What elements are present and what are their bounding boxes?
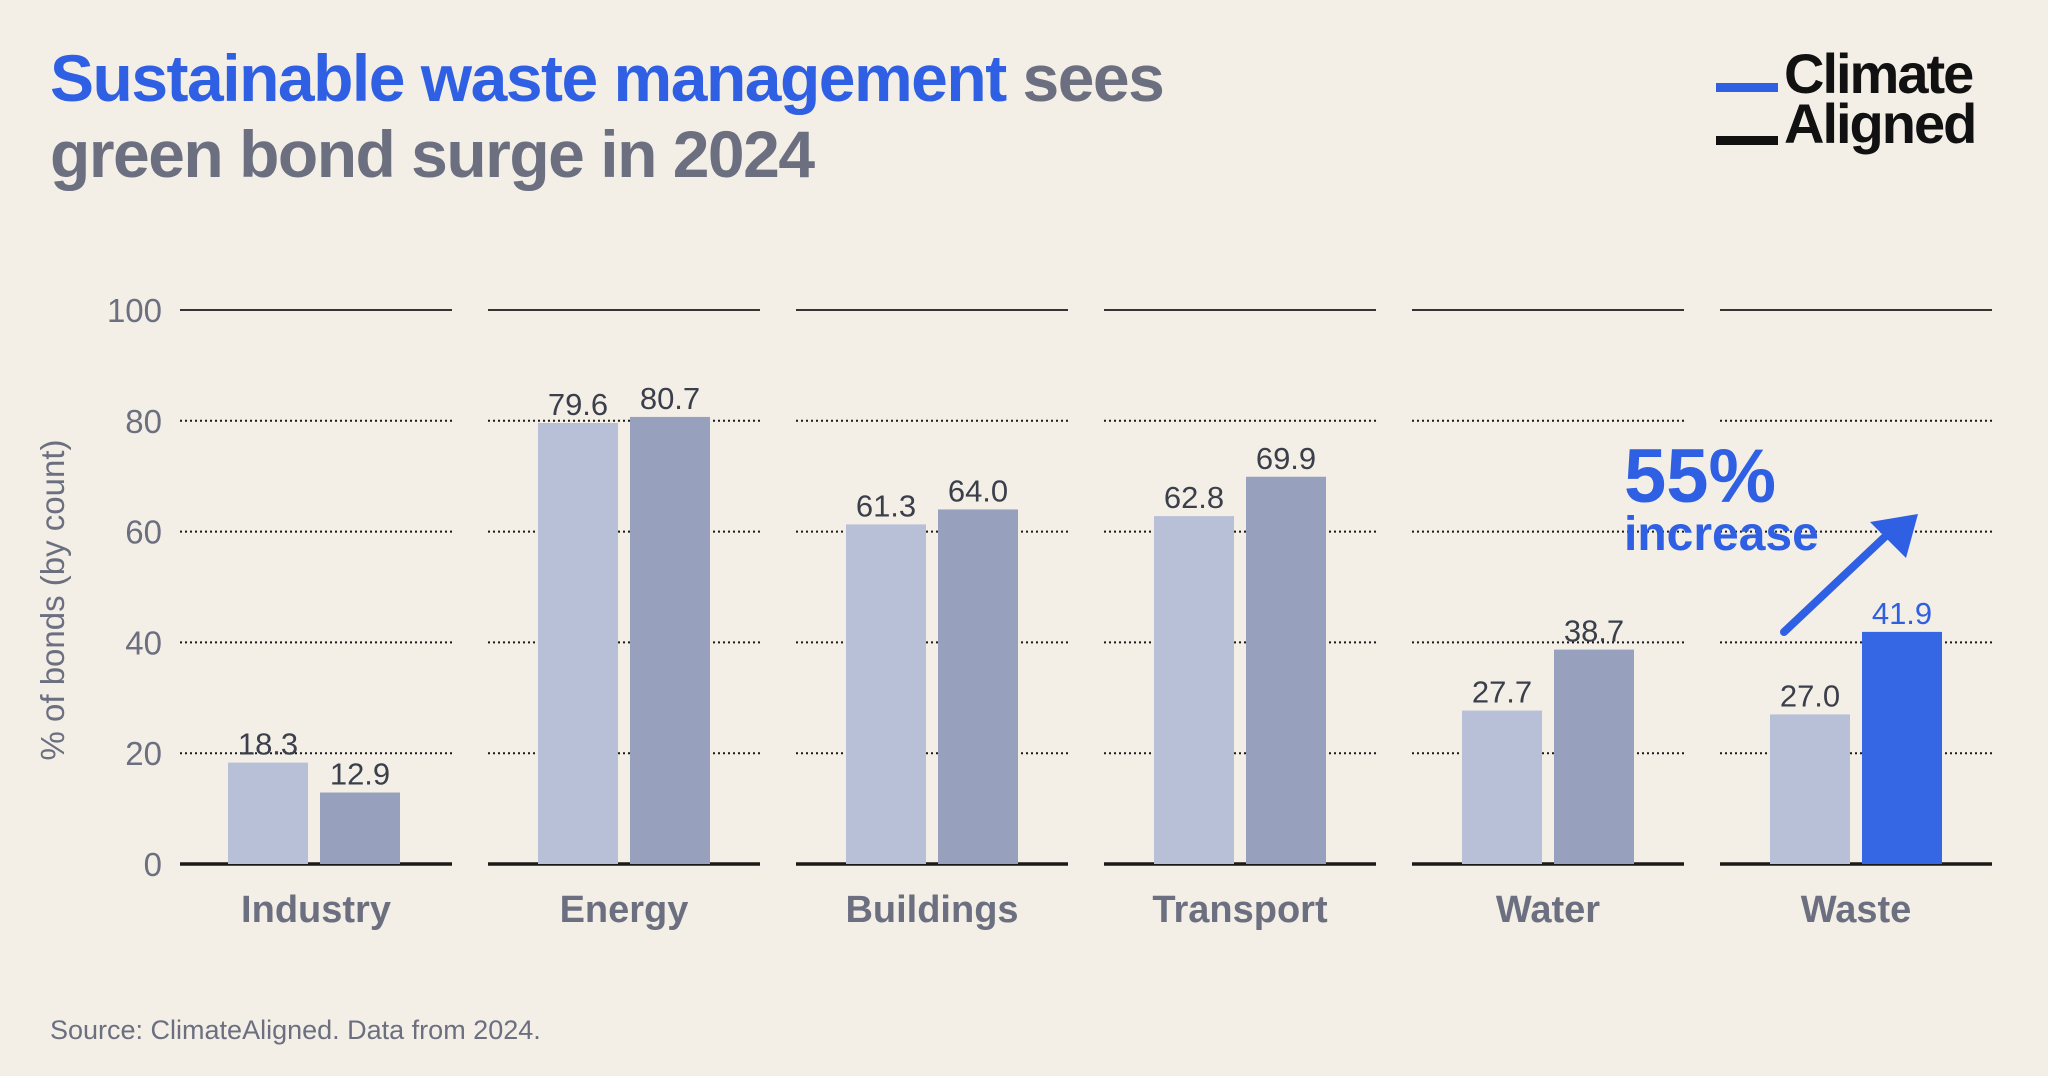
annotation: 55% increase [1624, 434, 1918, 636]
value-label: 62.8 [1164, 480, 1224, 515]
y-tick-label: 20 [125, 735, 162, 772]
bars [228, 416, 1942, 864]
value-label: 27.7 [1472, 675, 1532, 710]
category-label-water: Water [1496, 889, 1600, 931]
value-label: 18.3 [238, 727, 298, 762]
value-label: 12.9 [330, 757, 390, 792]
y-tick-label: 60 [125, 514, 162, 551]
bar-buildings-1 [938, 509, 1018, 864]
arrow-head-icon [1870, 514, 1918, 558]
y-axis-label: % of bonds (by count) [34, 439, 71, 760]
category-label-buildings: Buildings [845, 889, 1018, 931]
value-label: 80.7 [640, 381, 700, 416]
value-label: 69.9 [1256, 441, 1316, 476]
logo-blue-dash-icon [1716, 83, 1778, 92]
y-tick-label: 0 [144, 846, 162, 883]
logo-line2: Aligned [1784, 92, 1977, 155]
value-label: 79.6 [548, 387, 608, 422]
value-label: 41.9 [1872, 596, 1932, 631]
bar-energy-0 [538, 423, 618, 864]
logo-black-dash-icon [1716, 136, 1778, 145]
annotation-text: increase [1624, 508, 1819, 561]
labels: 0 20 40 60 80 100 18.3 12.9 Industry 79.6 80.7 Ener… [107, 292, 1932, 931]
bar-waste-0 [1770, 714, 1850, 864]
source-note: Source: ClimateAligned. Data from 2024. [50, 1015, 541, 1045]
y-tick-label: 40 [125, 624, 162, 661]
y-tick-label: 100 [107, 292, 162, 329]
increase-arrow-icon [1780, 528, 1894, 636]
y-tick-label: 80 [125, 403, 162, 440]
bar-energy-1 [630, 416, 710, 864]
bar-industry-0 [228, 762, 308, 864]
bar-water-0 [1462, 710, 1542, 864]
bar-industry-1 [320, 792, 400, 864]
category-label-waste: Waste [1801, 889, 1912, 931]
grid [180, 309, 1992, 866]
value-label: 38.7 [1564, 614, 1624, 649]
title-highlight: Sustainable waste management [50, 41, 1007, 115]
chart-title: Sustainable waste management sees green b… [50, 40, 1165, 192]
bar-waste-1 [1862, 631, 1942, 864]
title-line2: green bond surge in 2024 [50, 117, 815, 191]
category-label-energy: Energy [560, 889, 689, 931]
bar-chart: 0 20 40 60 80 100 18.3 12.9 Industry 79.6 80.7 Ener… [34, 292, 1992, 931]
annotation-value: 55% [1624, 434, 1776, 519]
climate-aligned-logo: Climate Aligned [1716, 46, 2006, 156]
bar-water-1 [1554, 649, 1634, 864]
bar-transport-0 [1154, 516, 1234, 864]
category-label-industry: Industry [241, 889, 391, 931]
value-label: 64.0 [948, 473, 1008, 508]
title-rest: sees [1005, 41, 1165, 115]
value-label: 27.0 [1780, 678, 1840, 713]
bar-buildings-0 [846, 524, 926, 864]
category-label-transport: Transport [1152, 889, 1328, 931]
bar-transport-1 [1246, 476, 1326, 864]
value-label: 61.3 [856, 488, 916, 523]
logo-line1: Climate [1784, 42, 1974, 105]
